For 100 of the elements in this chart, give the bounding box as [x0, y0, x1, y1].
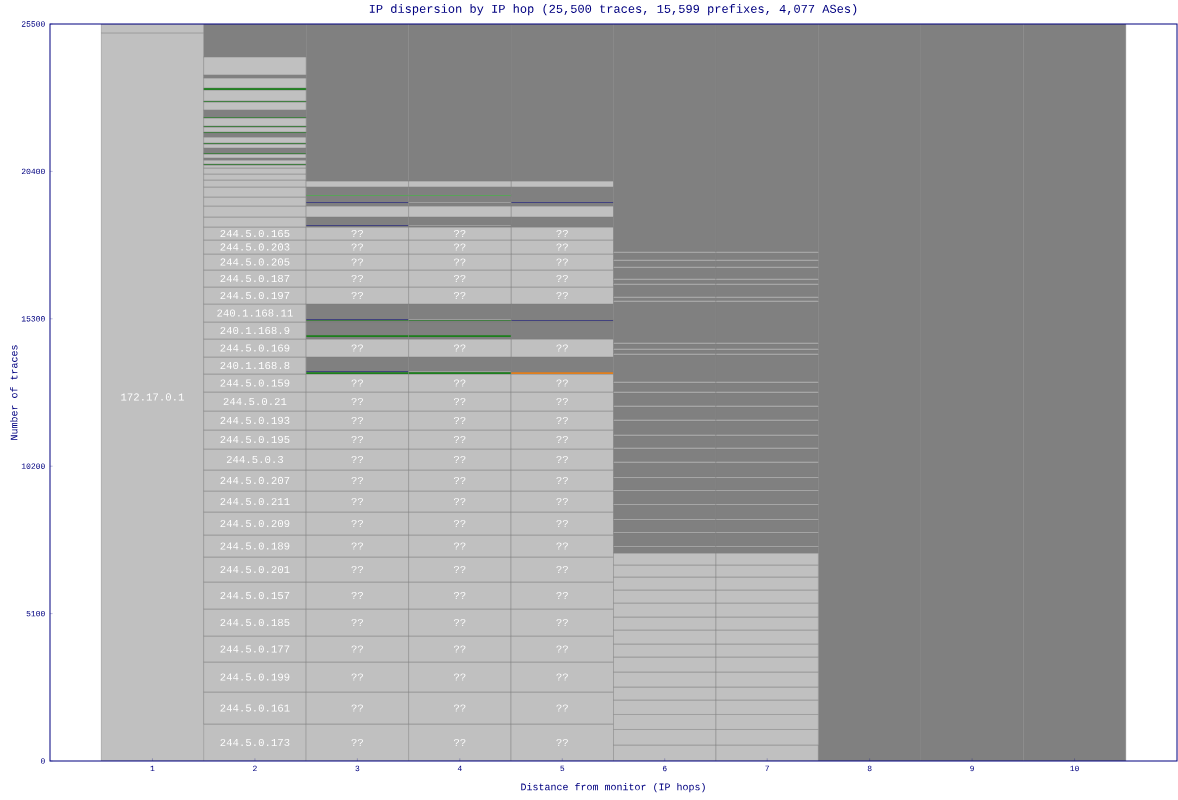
- data-label: ??: [556, 379, 568, 387]
- x-tick-label: 8: [867, 765, 872, 772]
- data-label: ??: [453, 497, 466, 506]
- data-label: 244.5.0.195: [220, 435, 290, 444]
- data-label: ??: [556, 291, 568, 300]
- data-label: ??: [351, 243, 363, 251]
- data-label: ??: [351, 397, 363, 406]
- data-label: ??: [351, 497, 363, 506]
- data-label: ??: [351, 738, 363, 747]
- data-label: ??: [453, 379, 466, 387]
- x-tick-label: 10: [1070, 765, 1079, 772]
- data-label: ??: [453, 738, 466, 747]
- data-label: 172.17.0.1: [121, 393, 184, 401]
- data-label: ??: [556, 397, 568, 406]
- data-label: 244.5.0.159: [220, 379, 290, 387]
- data-label: 244.5.0.205: [220, 258, 290, 266]
- data-label: 244.5.0.209: [220, 519, 290, 528]
- data-label: ??: [351, 673, 363, 681]
- data-label: ??: [556, 476, 568, 485]
- data-label: ??: [453, 229, 466, 238]
- data-label: ??: [453, 455, 466, 464]
- data-label: ??: [351, 379, 363, 387]
- data-label: ??: [453, 542, 466, 550]
- y-tick-label: 10200: [21, 463, 45, 469]
- data-label: ??: [351, 258, 363, 266]
- y-tick-label: 0: [40, 758, 45, 764]
- data-label: ??: [556, 455, 568, 464]
- data-label: ??: [556, 591, 568, 600]
- data-label: 244.5.0.189: [220, 542, 290, 550]
- data-label: ??: [351, 455, 363, 464]
- x-tick-label: 7: [765, 765, 769, 771]
- x-tick-label: 2: [253, 765, 257, 772]
- data-label: ??: [556, 565, 568, 574]
- data-label: 244.5.0.165: [220, 229, 290, 238]
- data-label: 244.5.0.197: [220, 291, 290, 300]
- data-label: ??: [556, 673, 568, 681]
- x-tick-label: 1: [150, 765, 155, 771]
- data-label: ??: [453, 673, 466, 681]
- data-label: ??: [351, 344, 363, 352]
- data-label: ??: [351, 565, 363, 574]
- data-label: 244.5.0.157: [220, 591, 290, 600]
- y-tick-label: 20400: [21, 168, 45, 175]
- data-label: ??: [351, 519, 363, 528]
- data-label: 244.5.0.211: [220, 497, 290, 506]
- data-label: ??: [453, 291, 466, 300]
- data-label: ??: [556, 497, 568, 506]
- data-label: ??: [351, 542, 363, 550]
- data-label: ??: [453, 645, 466, 653]
- data-label: ??: [453, 416, 466, 425]
- data-label: ??: [453, 397, 466, 406]
- data-label: ??: [453, 476, 466, 485]
- data-label: 244.5.0.169: [220, 344, 290, 352]
- data-label: 240.1.168.11: [217, 309, 293, 317]
- data-label: ??: [556, 618, 568, 627]
- data-label: ??: [556, 738, 568, 747]
- x-axis-title: Distance from monitor (IP hops): [521, 782, 705, 793]
- data-label: ??: [556, 704, 568, 712]
- data-label: ??: [556, 258, 568, 266]
- data-label: ??: [453, 243, 466, 251]
- data-label: ??: [351, 435, 363, 444]
- data-label: 244.5.0.203: [220, 243, 290, 251]
- data-label: ??: [453, 591, 466, 600]
- data-label: ??: [556, 435, 568, 444]
- data-label: 244.5.0.173: [220, 738, 290, 747]
- y-tick-label: 25500: [21, 21, 45, 27]
- data-label: 244.5.0.177: [220, 645, 290, 653]
- data-label: ??: [351, 476, 363, 485]
- data-label: 244.5.0.201: [220, 565, 290, 574]
- data-label: ??: [453, 704, 466, 712]
- data-label: 244.5.0.187: [220, 274, 290, 283]
- data-label: ??: [556, 645, 568, 653]
- x-tick-label: 3: [355, 765, 360, 772]
- data-label: ??: [453, 435, 466, 444]
- data-label: ??: [556, 416, 568, 425]
- x-tick-label: 9: [970, 765, 974, 772]
- data-label: ??: [351, 291, 363, 300]
- data-label: 240.1.168.9: [220, 326, 290, 335]
- data-label: ??: [453, 258, 466, 266]
- data-label: ??: [351, 274, 363, 283]
- data-label: 244.5.0.21: [223, 397, 287, 406]
- data-label: ??: [351, 704, 363, 712]
- data-label: 244.5.0.193: [220, 416, 290, 425]
- data-label: ??: [453, 344, 466, 352]
- data-label: ??: [453, 274, 466, 283]
- data-label: 244.5.0.161: [220, 704, 290, 712]
- data-label: 240.1.168.8: [220, 361, 290, 370]
- y-tick-label: 5100: [26, 610, 45, 617]
- y-axis-title: Number of traces: [10, 345, 18, 440]
- data-label: 244.5.0.3: [226, 455, 284, 464]
- data-label: ??: [556, 519, 568, 528]
- data-label: 244.5.0.185: [220, 618, 290, 627]
- y-tick-label: 15300: [21, 316, 45, 322]
- x-tick-label: 5: [560, 765, 565, 772]
- data-label: ??: [351, 229, 363, 238]
- data-label: ??: [556, 243, 568, 251]
- x-tick-label: 4: [457, 765, 462, 771]
- data-label: ??: [351, 416, 363, 425]
- chart-title: IP dispersion by IP hop (25,500 traces, 15,599 prefixes, 4,077 ASes): [369, 4, 857, 16]
- data-label: 244.5.0.199: [220, 673, 290, 681]
- data-label: ??: [556, 229, 568, 238]
